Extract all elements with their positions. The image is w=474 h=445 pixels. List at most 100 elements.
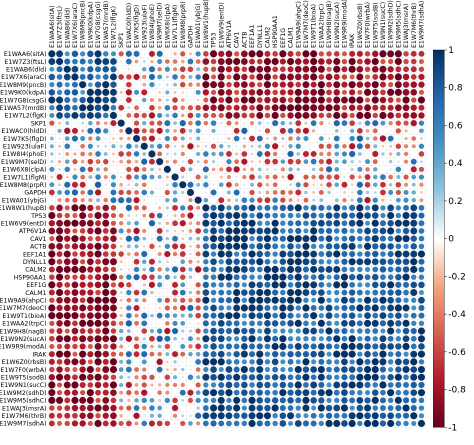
correlation-circle	[211, 144, 216, 149]
correlation-circle	[272, 266, 279, 273]
correlation-circle	[380, 312, 387, 319]
correlation-circle	[87, 104, 94, 111]
correlation-circle	[252, 131, 253, 132]
correlation-circle	[341, 305, 347, 311]
correlation-circle	[280, 89, 286, 95]
correlation-circle	[71, 220, 78, 227]
correlation-circle	[74, 145, 76, 147]
correlation-circle	[158, 383, 161, 386]
correlation-circle	[288, 220, 294, 226]
correlation-circle	[96, 167, 100, 171]
correlation-circle	[406, 169, 407, 170]
correlation-circle	[64, 74, 71, 81]
correlation-circle	[79, 266, 86, 273]
correlation-circle	[264, 320, 271, 327]
correlation-circle	[357, 352, 362, 357]
correlation-circle	[110, 358, 117, 365]
correlation-circle	[135, 214, 138, 217]
correlation-circle	[280, 412, 287, 419]
correlation-circle	[149, 259, 155, 265]
correlation-circle	[218, 81, 225, 88]
correlation-circle	[279, 281, 286, 288]
correlation-circle	[150, 60, 153, 63]
correlation-circle	[72, 89, 78, 95]
correlation-circle	[64, 312, 71, 319]
correlation-circle	[72, 258, 79, 265]
correlation-circle	[310, 235, 317, 242]
correlation-circle	[318, 297, 325, 304]
correlation-circle	[410, 374, 417, 381]
colorbar-ticks: 10.80.60.40.20-0.2-0.4-0.6-0.8-1	[444, 46, 466, 433]
correlation-circle	[203, 367, 208, 372]
correlation-circle	[258, 191, 261, 194]
correlation-circle	[64, 397, 70, 403]
correlation-circle	[88, 144, 93, 149]
correlation-circle	[326, 343, 332, 349]
correlation-circle	[318, 282, 324, 288]
colorbar-tick-label: -0.4	[448, 310, 466, 320]
correlation-circle	[279, 104, 286, 111]
correlation-circle	[196, 252, 201, 257]
correlation-circle	[418, 74, 424, 80]
correlation-circle	[241, 413, 247, 419]
correlation-circle	[372, 304, 379, 311]
correlation-circle	[357, 274, 364, 281]
correlation-circle	[189, 329, 192, 332]
correlation-circle	[119, 213, 124, 218]
correlation-circle	[288, 367, 293, 372]
correlation-circle	[372, 313, 378, 319]
correlation-circle	[380, 420, 386, 426]
correlation-circle	[404, 152, 408, 156]
column-label: E1W9R9(modA)	[341, 0, 348, 48]
correlation-circle	[419, 359, 425, 365]
correlation-circle	[165, 275, 170, 280]
correlation-circle	[264, 97, 270, 103]
correlation-circle	[127, 376, 130, 379]
correlation-circle	[326, 104, 333, 111]
correlation-circle	[150, 98, 154, 102]
correlation-circle	[79, 359, 86, 366]
correlation-circle	[280, 351, 286, 357]
column-labels: E1WAA6(sitA)E1W7Z3(ftsL)E1WAB6(dld)E1W7X…	[49, 0, 426, 49]
correlation-circle	[196, 305, 201, 310]
correlation-circle	[174, 169, 175, 170]
correlation-circle	[349, 366, 356, 373]
correlation-circle	[396, 182, 402, 188]
correlation-circle	[243, 137, 246, 140]
correlation-circle	[190, 361, 192, 363]
correlation-circle	[234, 90, 239, 95]
correlation-circle	[110, 58, 117, 65]
correlation-circle	[280, 266, 286, 272]
correlation-circle	[264, 89, 270, 95]
correlation-circle	[410, 282, 417, 289]
correlation-circle	[241, 74, 247, 80]
correlation-circle	[87, 366, 94, 373]
correlation-circle	[342, 336, 348, 342]
correlation-circle	[411, 66, 417, 72]
correlation-circle	[249, 374, 255, 380]
correlation-circle	[133, 228, 139, 234]
correlation-circle	[318, 74, 324, 80]
correlation-circle	[387, 389, 394, 396]
correlation-circle	[242, 321, 247, 326]
correlation-circle	[296, 152, 300, 156]
correlation-circle	[218, 73, 225, 80]
correlation-circle	[181, 383, 185, 387]
correlation-circle	[257, 182, 262, 187]
row-label: E1W9M7(selD)	[1, 159, 47, 166]
correlation-circle	[387, 220, 394, 227]
correlation-circle	[79, 405, 85, 411]
correlation-circle	[87, 89, 94, 96]
correlation-circle	[181, 314, 185, 318]
correlation-circle	[120, 291, 123, 294]
correlation-circle	[256, 366, 263, 373]
correlation-circle	[218, 320, 225, 327]
correlation-circle	[264, 305, 270, 311]
correlation-circle	[65, 51, 70, 56]
correlation-circle	[103, 390, 109, 396]
column-label: E1WAA2(trpC)	[318, 4, 325, 48]
correlation-circle	[395, 274, 401, 280]
column-label: GAPDH	[187, 25, 194, 48]
correlation-circle	[180, 259, 185, 264]
